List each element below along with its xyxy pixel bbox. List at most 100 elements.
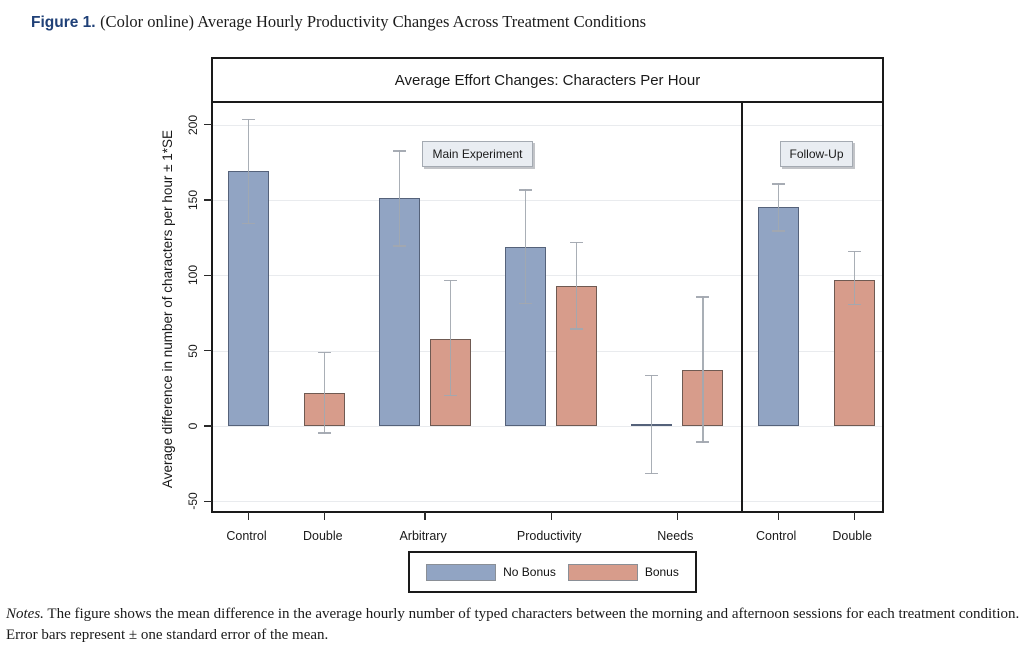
y-tick-label-50: 50 [186, 343, 200, 358]
error-bar-cap-bottom [242, 222, 255, 225]
legend: No Bonus Bonus [408, 551, 697, 593]
error-bar-cap-bottom [519, 302, 533, 304]
gridline-50 [213, 350, 882, 352]
error-bar-cap-bottom [771, 230, 785, 232]
y-tick-mark [204, 199, 212, 201]
y-tick-mark [204, 123, 212, 126]
gridline-0 [213, 426, 882, 427]
error-bar-cap-bottom [393, 245, 406, 247]
x-axis-label-control: Control [226, 529, 267, 543]
y-axis-title: Average difference in number of characte… [160, 129, 175, 489]
y-tick-mark [204, 274, 212, 276]
bonus-swatch [567, 563, 638, 581]
legend-label: No Bonus [503, 565, 556, 579]
y-tick-mark [204, 349, 212, 352]
error-bar-cap-top [696, 296, 710, 298]
bar-productivity-bonus [556, 285, 598, 426]
error-bar [570, 242, 584, 330]
x-axis-label-needs: Needs [657, 529, 694, 543]
y-tick-mark [204, 425, 212, 427]
bar-control-no-bonus [757, 207, 799, 426]
error-bar-line [576, 242, 578, 330]
x-axis-label-arbitrary: Arbitrary [399, 529, 447, 543]
error-bar-line [853, 251, 855, 306]
x-tick-mark [550, 512, 552, 520]
chart-title-box: Average Effort Changes: Characters Per H… [211, 57, 884, 103]
y-tick-label--50: -50 [186, 492, 200, 511]
error-bar-cap-top [242, 118, 255, 120]
error-bar-line [702, 296, 704, 443]
bar-double-bonus [833, 279, 875, 426]
y-tick-label-100: 100 [186, 265, 200, 286]
gridline-100 [213, 275, 882, 277]
error-bar-cap-top [444, 279, 458, 282]
error-bar-line [777, 183, 779, 232]
figure-caption-text: (Color online) Average Hourly Productivi… [100, 12, 647, 31]
figure-notes: Notes. The figure shows the mean differe… [6, 604, 1022, 647]
plot-area: Main Experiment Follow-Up [204, 103, 884, 520]
error-bar [696, 296, 710, 443]
y-tick-mark [204, 500, 212, 503]
error-bar-cap-bottom [847, 304, 861, 306]
x-tick-mark [324, 512, 326, 520]
x-tick-mark [247, 512, 250, 520]
chart-title: Average Effort Changes: Characters Per H… [394, 71, 701, 89]
error-bar-cap-bottom [570, 328, 584, 330]
error-bar [393, 150, 406, 247]
gridline-150 [213, 199, 882, 201]
error-bar-line [324, 352, 326, 434]
error-bar [444, 279, 458, 396]
error-bar [519, 189, 533, 304]
x-axis-label-double: Double [302, 529, 343, 543]
x-tick-mark [676, 512, 678, 520]
error-bar-line [450, 279, 452, 396]
x-axis-label-double: Double [832, 529, 872, 543]
error-bar-line [398, 150, 401, 247]
no-bonus-swatch [426, 563, 497, 581]
error-bar-cap-top [847, 251, 861, 253]
section-divider [741, 103, 743, 511]
error-bar-cap-bottom [644, 472, 658, 475]
error-bar [644, 374, 658, 475]
figure-caption: Figure 1. (Color online) Average Hourly … [31, 12, 646, 32]
error-bar [771, 183, 785, 232]
x-tick-mark [853, 512, 855, 520]
bar-chart: Average Effort Changes: Characters Per H… [204, 57, 884, 520]
error-bar-line [525, 189, 527, 304]
section-label-text: Follow-Up [789, 147, 844, 161]
error-bar [318, 352, 332, 434]
x-tick-mark [777, 512, 779, 520]
gridline--50 [213, 501, 882, 503]
section-label-follow-up: Follow-Up [780, 141, 853, 167]
error-bar-cap-top [318, 352, 332, 354]
y-tick-label-150: 150 [186, 189, 200, 210]
error-bar-cap-top [393, 150, 406, 152]
x-tick-mark [424, 512, 426, 520]
x-axis-label-productivity: Productivity [516, 529, 582, 543]
section-label-text: Main Experiment [432, 147, 523, 161]
error-bar-line [247, 118, 250, 225]
y-tick-label-200: 200 [186, 114, 200, 135]
legend-item-bonus: Bonus [567, 563, 679, 581]
error-bar [242, 118, 255, 225]
notes-text: The figure shows the mean difference in … [6, 606, 1020, 644]
error-bar-line [650, 374, 652, 475]
error-bar-cap-top [519, 189, 533, 191]
error-bar-cap-bottom [444, 394, 458, 396]
notes-label: Notes. [6, 606, 44, 622]
error-bar-cap-top [644, 374, 658, 377]
x-axis-label-control: Control [756, 529, 797, 543]
section-label-main-experiment: Main Experiment [422, 141, 533, 167]
figure-number: Figure 1. [31, 14, 96, 31]
error-bar-cap-top [771, 183, 785, 185]
error-bar [847, 251, 861, 306]
error-bar-cap-bottom [318, 432, 332, 434]
bar-arbitrary-no-bonus [379, 198, 420, 426]
gridline-200 [213, 124, 882, 126]
error-bar-cap-top [570, 242, 584, 244]
error-bar-cap-bottom [696, 441, 710, 443]
legend-item-no-bonus: No Bonus [426, 563, 556, 581]
legend-label: Bonus [644, 565, 679, 579]
y-tick-label-0: 0 [186, 422, 200, 430]
